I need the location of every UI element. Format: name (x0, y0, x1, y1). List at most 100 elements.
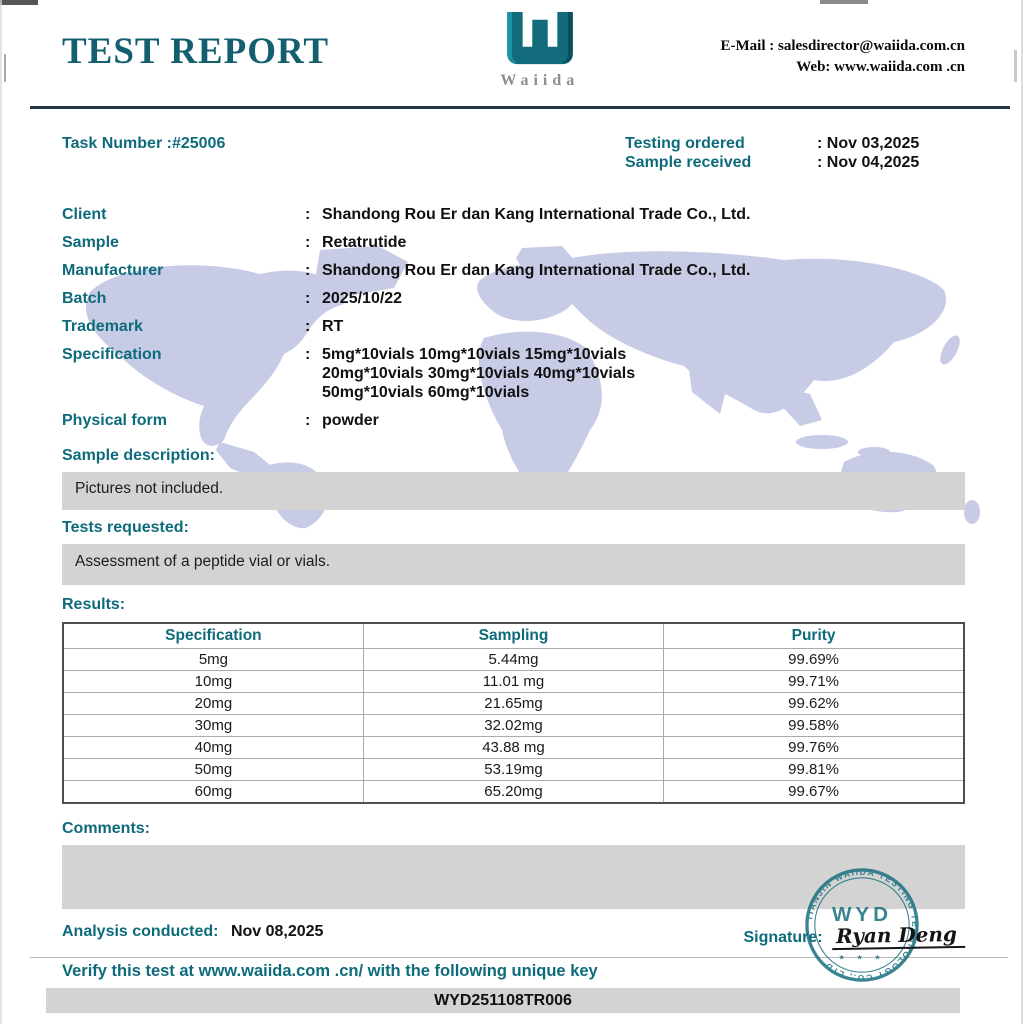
brand-name: Waiida (500, 72, 580, 89)
sample-description-box: Pictures not included. (62, 472, 965, 510)
unique-key-value: WYD251108TR006 (434, 991, 572, 1009)
table-row: 60mg 65.20mg 99.67% (62, 780, 965, 804)
table-cell: 43.88 mg (362, 736, 665, 759)
info-colon: : (305, 234, 311, 251)
comments-heading: Comments: (62, 820, 151, 837)
results-table: Specification Sampling Purity 5mg 5.44mg 99.… (62, 622, 965, 804)
table-cell: 20mg (62, 692, 364, 715)
verify-text: Verify this test at www.waiida.com .cn/ … (62, 962, 598, 980)
web-label: Web: (796, 59, 831, 75)
info-colon: : (305, 290, 311, 307)
signature-label: Signature: (743, 929, 823, 946)
info-row: Trademark: RT (62, 317, 965, 336)
sample-received-label: Sample received (625, 154, 752, 171)
contact-email-line: E-Mail : salesdirector@waiida.com.cn (721, 36, 965, 57)
brand-logo: Waiida (500, 12, 579, 90)
info-value: Retatrutide (322, 234, 407, 251)
info-value: Shandong Rou Er dan Kang International T… (322, 206, 751, 223)
world-map-watermark (85, 246, 980, 529)
table-cell: 99.62% (663, 692, 965, 715)
dates-block: Testing ordered : Nov 03,2025 Sample rec… (625, 135, 965, 172)
table-cell: 40mg (62, 736, 364, 759)
table-cell: 30mg (62, 714, 364, 737)
task-meta-row: Task Number :#25006 Testing ordered : No… (62, 135, 965, 172)
info-colon: : (305, 262, 311, 279)
signature-name: Ryan Deng (831, 921, 966, 951)
table-row: 40mg 43.88 mg 99.76% (62, 736, 965, 759)
results-heading: Results: (62, 596, 126, 613)
table-row: 5mg 5.44mg 99.69% (62, 648, 965, 671)
info-colon: : (305, 346, 311, 363)
waiida-w-logo-icon (507, 12, 573, 65)
table-row: 20mg 21.65mg 99.62% (62, 692, 965, 715)
table-cell: 21.65mg (362, 692, 665, 715)
info-colon: : (305, 206, 311, 223)
analysis-signature-row: Analysis conducted: Nov 08,2025 Signatur… (62, 921, 966, 951)
info-value: powder (322, 412, 379, 429)
table-cell: 5.44mg (362, 648, 665, 671)
table-cell: 99.58% (663, 714, 965, 737)
stamp-center-text: WYD (832, 903, 892, 926)
sample-description-heading: Sample description: (62, 447, 215, 464)
info-row: Physical form: powder (62, 411, 965, 430)
table-cell: 10mg (62, 670, 364, 693)
sample-received-value: : Nov 04,2025 (817, 154, 920, 171)
info-label: Batch (62, 290, 107, 307)
results-table-head: Specification Sampling Purity (62, 622, 965, 649)
info-label: Client (62, 206, 107, 223)
info-value: RT (322, 318, 344, 335)
results-column-header: Purity (663, 622, 965, 649)
results-column-header: Sampling (362, 622, 665, 649)
table-cell: 32.02mg (362, 714, 665, 737)
page-title: TEST REPORT (62, 31, 330, 72)
email-value: salesdirector@waiida.com.cn (778, 38, 965, 54)
table-cell: 50mg (62, 758, 364, 781)
info-row: Sample: Retatrutide (62, 233, 965, 252)
info-colon: : (305, 318, 311, 335)
table-row: 50mg 53.19mg 99.81% (62, 758, 965, 781)
results-header-row: Specification Sampling Purity (62, 622, 965, 649)
info-row: Manufacturer: Shandong Rou Er dan Kang In… (62, 261, 965, 280)
unique-key-bar: WYD251108TR006 (46, 988, 960, 1013)
table-cell: 99.76% (663, 736, 965, 759)
web-value: www.waiida.com .cn (834, 59, 965, 75)
tests-requested-box: Assessment of a peptide vial or vials. (62, 544, 965, 585)
info-row: Batch:2025/10/22 (62, 289, 965, 308)
signature-block: Signature: Ryan Deng (743, 921, 966, 951)
task-number: Task Number :#25006 (62, 135, 225, 172)
info-value: 5mg*10vials 10mg*10vials 15mg*10vials 20… (322, 346, 636, 401)
table-cell: 99.69% (663, 648, 965, 671)
table-row: 30mg 32.02mg 99.58% (62, 714, 965, 737)
info-colon: : (305, 412, 311, 429)
info-label: Physical form (62, 412, 167, 429)
testing-ordered-value: : Nov 03,2025 (817, 135, 920, 152)
analysis-conducted: Analysis conducted: Nov 08,2025 (62, 923, 323, 949)
footer-divider (30, 957, 1008, 958)
info-row: Client: Shandong Rou Er dan Kang Internat… (62, 205, 965, 224)
info-value: Shandong Rou Er dan Kang International T… (322, 262, 751, 279)
report-content: TEST REPORT Waiida E-Mail : salesdirecto… (30, 12, 1010, 804)
table-row: 10mg 11.01 mg 99.71% (62, 670, 965, 693)
contact-web-line: Web: www.waiida.com .cn (721, 57, 965, 78)
header-divider (30, 106, 1010, 109)
info-label: Specification (62, 346, 162, 363)
company-stamp: TIANJIN WAIIDA TESTING TECHNOLOGY CO., L… (804, 867, 919, 983)
info-label: Trademark (62, 318, 143, 335)
table-cell: 65.20mg (362, 780, 665, 804)
table-cell: 99.71% (663, 670, 965, 693)
stamp-stars: ★ ★ ★ (839, 953, 886, 961)
info-value: 2025/10/22 (322, 290, 403, 307)
table-cell: 60mg (62, 780, 364, 804)
table-cell: 53.19mg (362, 758, 665, 781)
analysis-date: Nov 08,2025 (230, 923, 324, 940)
contact-block: E-Mail : salesdirector@waiida.com.cn Web… (721, 36, 965, 78)
email-label: E-Mail : (720, 38, 775, 54)
info-list: Client: Shandong Rou Er dan Kang Internat… (62, 205, 965, 430)
info-label: Sample (62, 234, 119, 251)
table-cell: 11.01 mg (362, 670, 665, 693)
results-column-header: Specification (62, 622, 364, 649)
table-cell: 99.81% (663, 758, 965, 781)
table-cell: 99.67% (663, 780, 965, 804)
tests-requested-heading: Tests requested: (62, 519, 189, 536)
